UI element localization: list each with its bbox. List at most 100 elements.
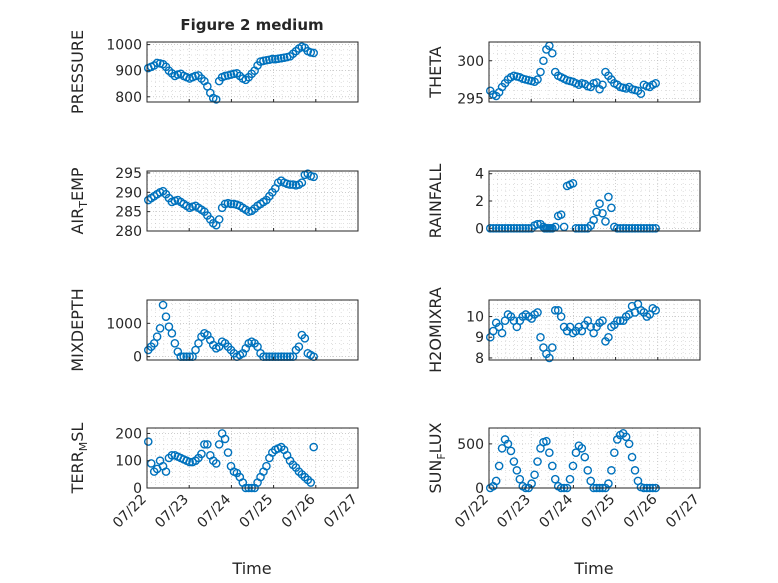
data-point xyxy=(152,332,162,341)
data-point xyxy=(651,306,660,315)
data-point xyxy=(651,78,660,88)
data-point xyxy=(624,439,634,449)
data-point xyxy=(223,448,233,457)
series-terr_msl xyxy=(143,429,318,493)
data-point xyxy=(648,223,658,233)
data-point xyxy=(497,443,507,453)
data-point xyxy=(598,208,607,218)
data-point xyxy=(550,306,560,315)
axes-box xyxy=(146,427,359,489)
data-point xyxy=(530,470,539,480)
data-point xyxy=(503,223,513,233)
data-point xyxy=(583,466,593,475)
x-tick-label: 07/24 xyxy=(194,491,234,531)
data-point xyxy=(533,75,542,84)
data-point xyxy=(645,223,655,233)
axes-box xyxy=(146,299,359,361)
data-point xyxy=(630,223,640,233)
data-point xyxy=(536,67,545,77)
x-tick-label: 07/23 xyxy=(494,492,534,532)
data-point xyxy=(512,466,522,475)
y-tick-label: 295 xyxy=(457,91,484,107)
data-point xyxy=(509,223,519,233)
data-point xyxy=(494,223,504,233)
data-point xyxy=(294,342,304,351)
panel-pressure: 800 900 1000 PRESSURE xyxy=(68,30,359,114)
axes-box xyxy=(146,170,359,232)
series-theta xyxy=(485,41,660,101)
grid xyxy=(489,171,700,231)
data-point xyxy=(621,432,631,442)
y-tick-label: 280 xyxy=(115,224,142,240)
x-tick-label: 07/26 xyxy=(621,491,661,531)
data-point xyxy=(615,223,625,233)
data-point xyxy=(536,332,545,342)
data-point xyxy=(200,440,209,449)
data-point xyxy=(598,80,607,90)
data-point xyxy=(497,223,507,233)
data-point xyxy=(577,223,587,233)
data-point xyxy=(503,439,513,449)
y-tick-label: 300 xyxy=(457,54,484,70)
data-point xyxy=(197,449,206,459)
data-point xyxy=(556,210,566,219)
y-tick-label: 8 xyxy=(475,351,484,367)
x-tick-label: 07/22 xyxy=(452,492,492,532)
y-axis-label: SUNFLUX xyxy=(426,422,448,493)
data-point xyxy=(491,476,501,486)
data-point xyxy=(586,476,596,486)
y-tick-label: 800 xyxy=(115,90,142,106)
data-point xyxy=(297,178,307,187)
data-point xyxy=(161,467,171,476)
y-tick-label: 900 xyxy=(115,64,142,80)
data-point xyxy=(485,223,495,233)
plot-area xyxy=(489,428,700,488)
y-axis-label: TERRMSL xyxy=(68,423,90,495)
series-h2omixra xyxy=(485,299,660,363)
data-point xyxy=(533,308,542,317)
data-point xyxy=(598,316,607,325)
data-point xyxy=(500,223,510,233)
y-tick-label: 290 xyxy=(115,185,142,201)
grid xyxy=(147,300,358,360)
data-point xyxy=(533,457,542,466)
axes-box xyxy=(488,299,701,361)
y-tick-label: 1000 xyxy=(106,316,142,332)
data-point xyxy=(565,474,575,484)
y-tick-label: 1000 xyxy=(106,38,142,54)
data-point xyxy=(610,448,619,458)
y-axis-label: RAINFALL xyxy=(426,164,445,239)
data-point xyxy=(636,223,646,233)
data-point xyxy=(211,459,221,468)
data-point xyxy=(155,324,165,333)
x-tick-label: 07/26 xyxy=(279,491,319,531)
x-tick-label: 07/23 xyxy=(152,492,192,532)
x-axis-title-left: Time xyxy=(231,559,271,578)
axes-box xyxy=(488,427,701,489)
data-point xyxy=(612,223,622,233)
data-point xyxy=(306,478,316,487)
data-point xyxy=(595,199,604,209)
y-tick-label: 0 xyxy=(133,481,142,497)
data-point xyxy=(604,332,613,342)
data-point xyxy=(550,474,560,484)
x-axis-title-right: Time xyxy=(573,559,613,578)
data-point xyxy=(214,440,224,449)
data-point xyxy=(607,466,616,475)
y-axis-label: H2OMIXRA xyxy=(426,287,445,373)
series-air_temp xyxy=(143,169,318,230)
y-tick-label: 200 xyxy=(115,426,142,442)
y-tick-label: 295 xyxy=(115,166,142,182)
data-point xyxy=(568,178,578,188)
data-point xyxy=(545,353,554,363)
data-point xyxy=(627,452,637,462)
data-point xyxy=(518,223,528,233)
data-point xyxy=(651,223,660,233)
panel-rainfall: 0 2 4 RAINFALL xyxy=(426,164,701,239)
data-point xyxy=(506,446,516,456)
y-axis-label: AIRTEMP xyxy=(68,167,90,234)
data-point xyxy=(220,434,230,444)
x-tick-label: 07/25 xyxy=(237,492,277,532)
panel-terr_msl: 0 100 200 07/22 07/23 07/24 07/25 07/26 07/27 TER… xyxy=(68,423,361,532)
panel-h2omixra: 8 9 10 H2OMIXRA xyxy=(426,287,701,373)
